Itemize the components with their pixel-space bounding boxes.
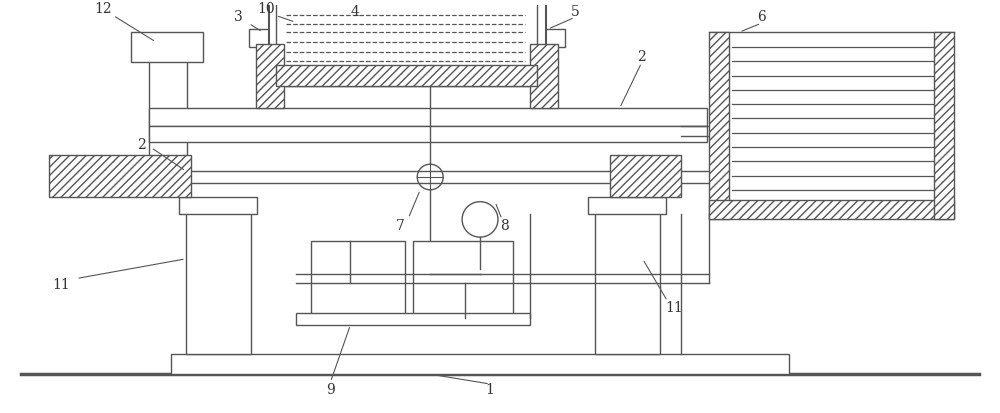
Bar	[311, 241, 405, 318]
Bar	[269, 0, 546, 86]
Bar	[296, 313, 530, 325]
Bar	[530, 44, 558, 108]
Text: 9: 9	[326, 383, 335, 397]
Bar	[595, 211, 660, 354]
Text: 11: 11	[666, 301, 683, 315]
Bar	[276, 65, 537, 86]
Text: 7: 7	[396, 219, 405, 233]
Bar	[49, 155, 191, 197]
Bar	[276, 0, 537, 86]
Text: 1: 1	[486, 383, 494, 397]
Bar	[149, 126, 707, 142]
Bar	[934, 32, 954, 219]
Bar	[149, 108, 707, 126]
Text: 8: 8	[501, 219, 509, 233]
Text: 10: 10	[257, 2, 274, 17]
Text: 4: 4	[351, 5, 360, 19]
Bar	[149, 42, 187, 195]
Text: 3: 3	[234, 10, 243, 24]
Bar	[256, 44, 284, 108]
Bar	[186, 211, 251, 354]
Bar	[709, 200, 954, 219]
Bar	[523, 29, 565, 47]
Text: 2: 2	[137, 138, 145, 152]
Bar	[709, 32, 729, 219]
Text: 5: 5	[570, 5, 579, 19]
Text: 12: 12	[94, 2, 112, 17]
Bar	[610, 155, 681, 197]
Text: 11: 11	[52, 278, 70, 292]
Bar	[179, 197, 257, 214]
Bar	[131, 32, 203, 62]
Bar	[171, 354, 789, 374]
Bar	[249, 29, 291, 47]
Text: 2: 2	[637, 50, 646, 64]
Bar	[413, 241, 513, 318]
Bar	[588, 197, 666, 214]
Text: 6: 6	[757, 10, 766, 24]
